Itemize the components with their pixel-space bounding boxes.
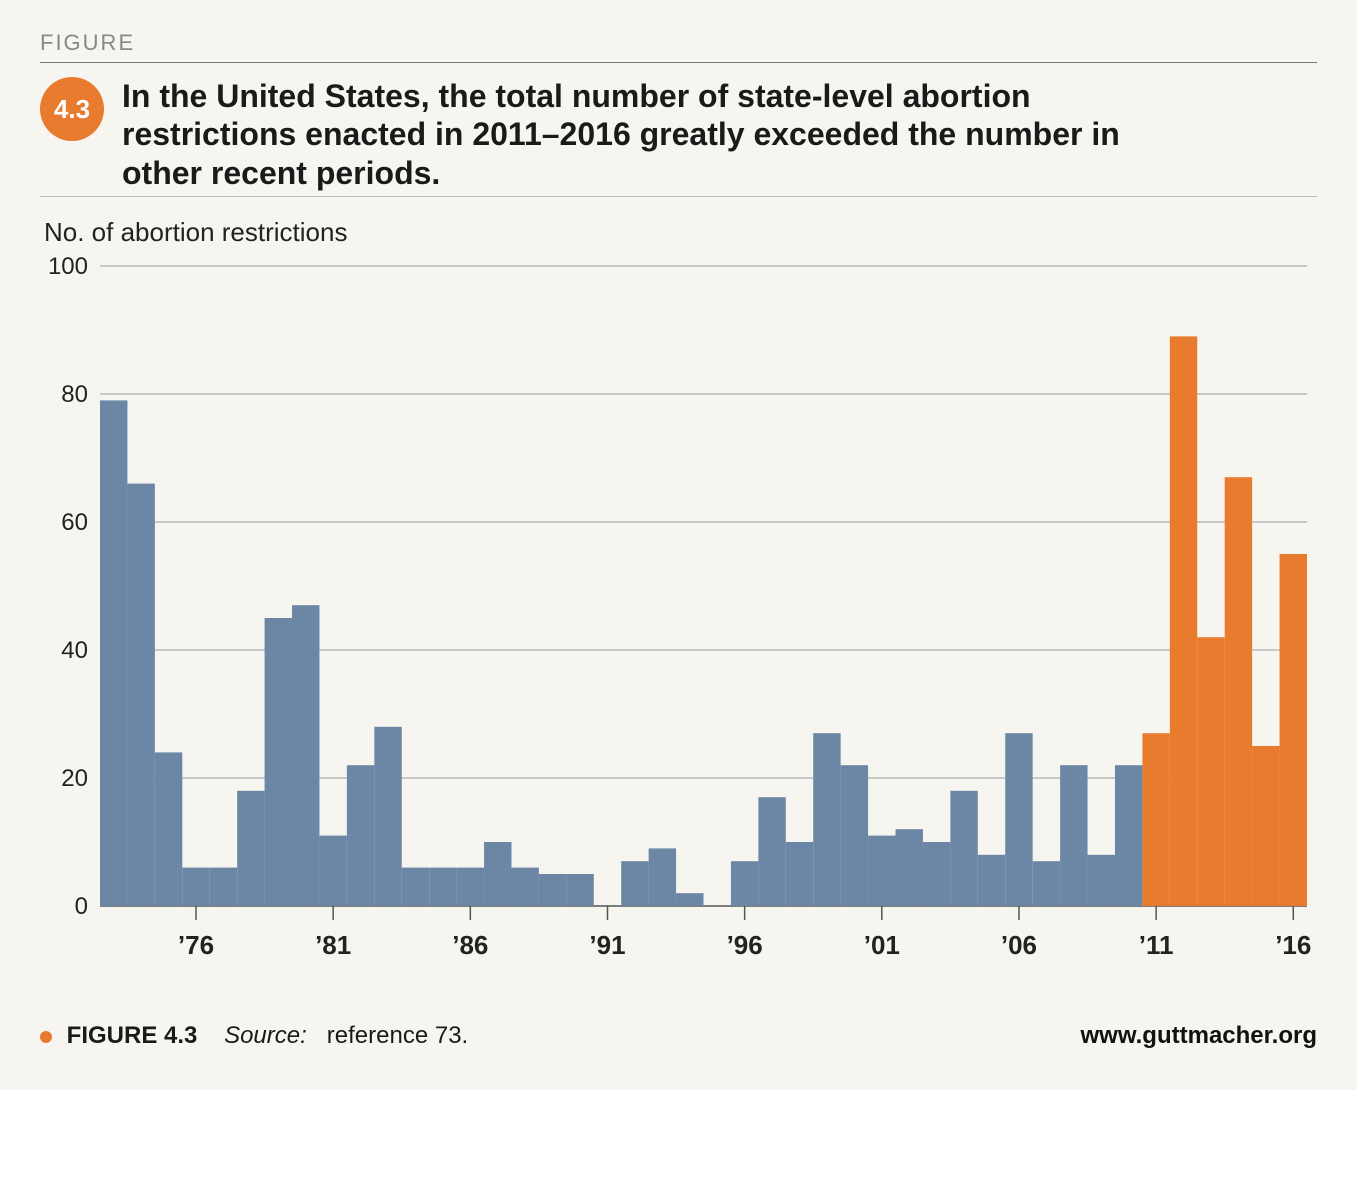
bar [484,842,511,906]
bar [923,842,950,906]
bar [978,855,1005,906]
x-tick-label: ’11 [1139,930,1174,960]
bar [374,727,401,906]
bar [319,836,346,906]
bar [1033,861,1060,906]
x-tick-label: ’06 [1001,930,1037,960]
x-tick-label: ’16 [1275,930,1311,960]
y-tick-label: 60 [61,509,88,536]
bar [182,868,209,906]
x-tick-label: ’76 [178,930,214,960]
bar [1252,746,1279,906]
bar [813,733,840,906]
bar [402,868,429,906]
bar [1142,733,1169,906]
bar [676,893,703,906]
x-tick-label: ’01 [864,930,900,960]
bar [539,874,566,906]
source-block: FIGURE 4.3 Source: reference 73. [40,1022,468,1050]
bar [292,605,319,906]
bar [786,842,813,906]
figure-footer: FIGURE 4.3 Source: reference 73. www.gut… [40,1022,1317,1050]
figure-container: FIGURE 4.3 In the United States, the tot… [0,0,1357,1090]
bar [1225,477,1252,906]
source-prefix: Source: [224,1022,307,1049]
bar [210,868,237,906]
bar-chart: 0 20 40 60 80 100 ’76 ’81 ’86 ’91 ’96 ’01 ’06 ’11 ’16 [40,256,1317,976]
bar [950,791,977,906]
top-rule [40,62,1317,63]
y-tick-label: 0 [75,893,88,920]
x-tick-label: ’86 [452,930,488,960]
bar [237,791,264,906]
x-tick-label: ’81 [315,930,351,960]
bar [731,861,758,906]
bar [1060,765,1087,906]
y-tick-label: 80 [61,381,88,408]
headline-rule [40,196,1317,197]
bar [758,797,785,906]
figure-number-badge: 4.3 [40,77,104,141]
bar [1197,637,1224,906]
x-tick-label: ’96 [727,930,763,960]
x-tick-label: ’91 [589,930,625,960]
headline-row: 4.3 In the United States, the total numb… [40,77,1317,192]
bar [1115,765,1142,906]
bar [868,836,895,906]
source-url: www.guttmacher.org [1081,1022,1317,1050]
bar [265,618,292,906]
bar [347,765,374,906]
bar [429,868,456,906]
bar [896,829,923,906]
bar [1005,733,1032,906]
source-text: reference 73. [327,1022,468,1049]
chart-area: 0 20 40 60 80 100 ’76 ’81 ’86 ’91 ’96 ’01 ’06 ’11 ’16 [40,256,1317,976]
figure-number: 4.3 [54,94,90,125]
bar [649,849,676,907]
bar [155,753,182,907]
bar [1088,855,1115,906]
bar [841,765,868,906]
bar [127,484,154,906]
figure-kicker: FIGURE [40,30,1317,56]
figure-headline: In the United States, the total number o… [122,77,1182,192]
bar [1170,337,1197,907]
bar [1280,554,1307,906]
y-axis-title: No. of abortion restrictions [44,217,1317,248]
bullet-icon [40,1031,52,1043]
bar [457,868,484,906]
bar [621,861,648,906]
bar [566,874,593,906]
y-tick-label: 20 [61,765,88,792]
y-tick-label: 40 [61,637,88,664]
bar [511,868,538,906]
bar [100,401,127,907]
figure-label: FIGURE 4.3 [67,1022,198,1049]
y-tick-label: 100 [48,256,88,280]
